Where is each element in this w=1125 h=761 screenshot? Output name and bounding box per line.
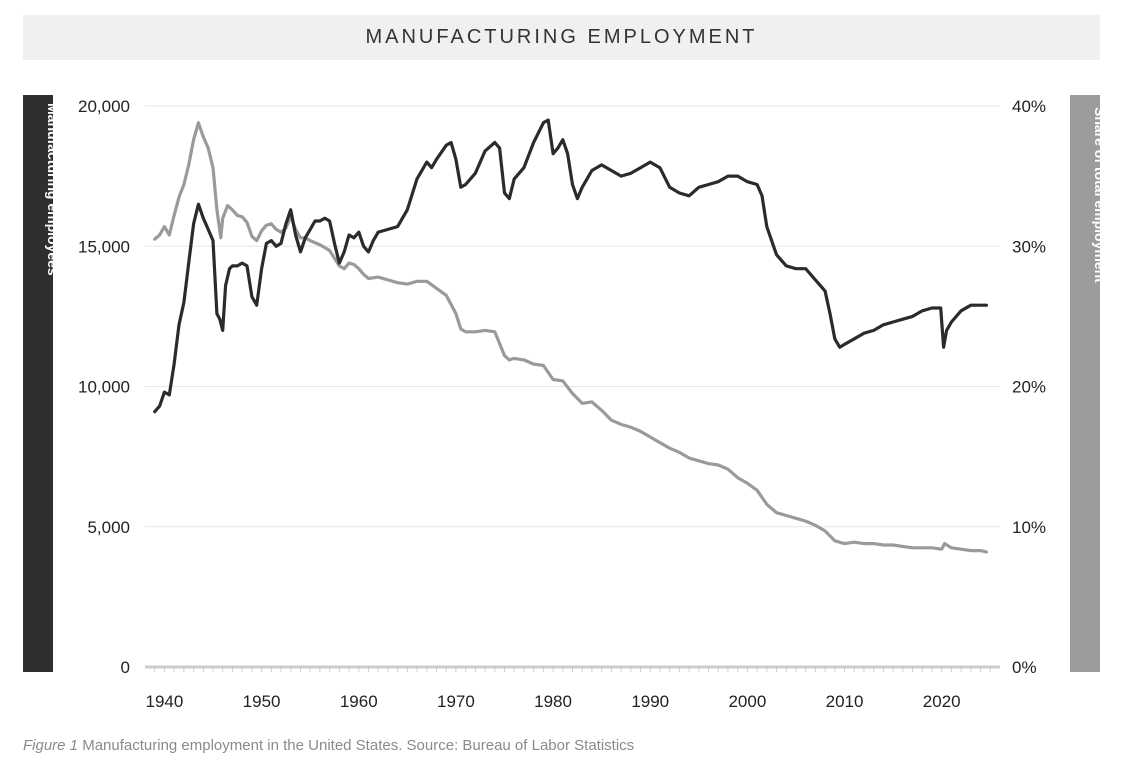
y-tick-label-left: 20,000	[78, 97, 130, 116]
y-tick-label-right: 0%	[1012, 658, 1037, 677]
figure-caption: Figure 1 Manufacturing employment in the…	[23, 737, 634, 754]
right-axis-band: Share of total employment	[1070, 95, 1108, 672]
x-tick-label: 1960	[340, 692, 378, 711]
x-tick-label: 2020	[923, 692, 961, 711]
y-tick-label-left: 10,000	[78, 378, 130, 397]
x-tick-label: 1980	[534, 692, 572, 711]
x-tick-label: 1950	[243, 692, 281, 711]
x-tick-label: 2010	[826, 692, 864, 711]
x-tick-label: 2000	[728, 692, 766, 711]
y-tick-label-left: 0	[121, 658, 130, 677]
caption-text: Manufacturing employment in the United S…	[78, 737, 635, 754]
y-tick-label-left: 15,000	[78, 237, 130, 256]
y-tick-label-left: 5,000	[87, 518, 130, 537]
chart-title: MANUFACTURING EMPLOYMENT	[365, 26, 758, 48]
x-tick-label: 1940	[146, 692, 184, 711]
series-line-share	[153, 121, 989, 554]
caption-figure-label: Figure 1	[23, 737, 79, 754]
series-line-employees	[153, 118, 989, 414]
left-axis-band: Manufacturing employees	[23, 95, 61, 672]
y-tick-label-right: 30%	[1012, 237, 1046, 256]
y-tick-label-right: 10%	[1012, 518, 1046, 537]
x-tick-label: 1970	[437, 692, 475, 711]
y-tick-label-right: 40%	[1012, 97, 1046, 116]
y-tick-label-right: 20%	[1012, 378, 1046, 397]
x-tick-label: 1990	[631, 692, 669, 711]
chart-title-bar: MANUFACTURING EMPLOYMENT	[23, 15, 1100, 60]
